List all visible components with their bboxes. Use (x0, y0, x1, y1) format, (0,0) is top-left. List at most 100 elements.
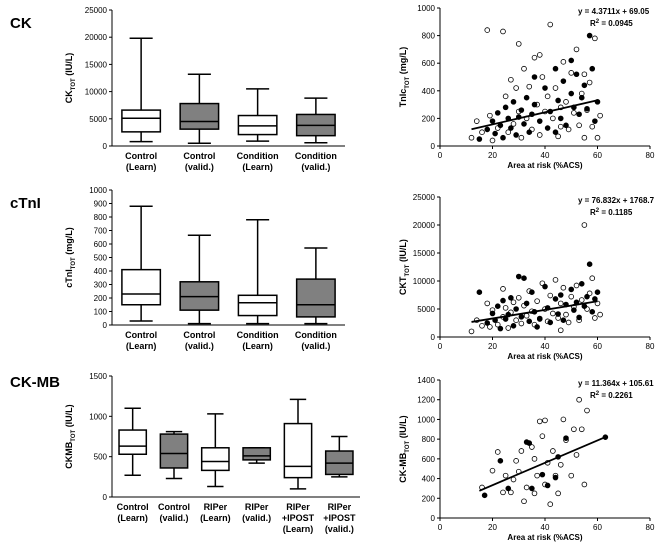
scatter-plot-1-point-filled (542, 85, 548, 91)
box-plot-4-iqr-rect (200, 447, 230, 472)
scatter-plot-5-point-open (578, 426, 585, 433)
box-plot-4-box (118, 407, 148, 476)
scatter-plot-1-point-filled (592, 118, 598, 124)
scatter-plot-1-point-open (550, 115, 556, 122)
scatter-plot-5-point-open (571, 426, 577, 433)
scatter-plot-1-point-open (513, 85, 519, 91)
box-plot-0-ylabel-unit: (IU/L) (64, 53, 74, 79)
scatter-plot-1-point-open (563, 99, 569, 105)
scatter-plot-3-point-filled (568, 286, 575, 293)
scatter-plot-5-point-filled (552, 474, 559, 481)
box-plot-0-ylabel-main: CK (64, 90, 74, 103)
scatter-plot-3-point-open (589, 275, 596, 282)
scatter-plot-1-point-filled (589, 65, 596, 72)
scatter-plot-1-r-value: = 0.0945 (599, 19, 633, 28)
scatter-plot-1-point-filled (573, 71, 580, 78)
box-plot-2-iqr-rect (237, 294, 278, 317)
box-plot-4-iqr-rect (159, 433, 189, 469)
scatter-plot-3-point-filled (529, 289, 535, 296)
scatter-plot-3-point-open (505, 325, 512, 331)
box-plot-2-ytick-label: 900 (94, 200, 108, 209)
box-plot-0-iqr-rect (179, 102, 220, 130)
scatter-plot-5-equation: y = 11.364x + 105.61 (578, 379, 654, 388)
scatter-plot-3-point-filled (576, 314, 582, 321)
scatter-plot-1: 0 200 400 600 800 1000 0 20 40 60 80 Area at risk (… (398, 4, 655, 170)
box-plot-4-ylabel: CKMBTOT (IU/L) (64, 404, 77, 468)
scatter-plot-1-point-filled (581, 82, 588, 89)
scatter-plot-1-point-open (547, 21, 554, 28)
scatter-plot-3-point-filled (489, 310, 496, 317)
scatter-plot-1-point-filled (521, 121, 527, 127)
box-plot-0-category-label: Control (125, 151, 157, 161)
scatter-plot-3-r-squared: R2 = 0.1185 (590, 208, 633, 217)
scatter-plot-3-point-filled (497, 325, 504, 332)
scatter-plot-5-point-open (531, 490, 538, 497)
scatter-plot-1-point-open (544, 93, 551, 100)
scatter-plot-1-ylabel-main: TnIc (398, 89, 408, 108)
box-plot-0-ylabel: CKTOT (IU/L) (64, 53, 77, 103)
scatter-plot-1-point-filled (586, 32, 593, 39)
scatter-plot-1-point-filled (557, 115, 564, 122)
scatter-plot-5-r-label: R (590, 391, 596, 400)
scatter-plot-1-point-open (565, 126, 572, 133)
scatter-plot-3-point-open (578, 297, 585, 303)
scatter-plot-5-point-filled (526, 440, 533, 446)
scatter-plot-5-point-filled (544, 482, 551, 489)
scatter-plot-3-point-filled (555, 311, 561, 317)
scatter-plot-1-point-open (479, 129, 485, 136)
scatter-plot-5-point-open (547, 501, 554, 508)
scatter-plot-3-point-open (592, 315, 598, 321)
box-plot-4-ytick-label: 1000 (89, 412, 107, 421)
scatter-plot-3-ylabel-main: CKT (398, 276, 408, 295)
scatter-plot-3-ylabel: CKTTOT (IU/L) (398, 239, 411, 295)
row-label-ckmb: CK-MB (10, 374, 60, 391)
scatter-plot-3-point-open (500, 286, 506, 292)
scatter-plot-1-point-open (555, 133, 561, 140)
scatter-plot-3-point-open (502, 305, 509, 311)
scatter-plot-5-point-open (513, 458, 519, 464)
scatter-plot-5-point-filled (563, 435, 569, 441)
scatter-plot-5-point-open (529, 444, 535, 450)
scatter-plot-1-point-open (484, 27, 491, 33)
scatter-plot-1-point-filled (526, 129, 533, 136)
scatter-plot-1-point-filled (531, 74, 538, 80)
box-plot-2-box (179, 234, 220, 325)
scatter-plot-5-r-squared: R2 = 0.2261 (590, 391, 633, 400)
box-plot-4-category-label: RIPer (204, 502, 228, 512)
scatter-plot-5-point-open (560, 416, 567, 423)
scatter-plot-5-xtick-label: 60 (593, 523, 602, 532)
box-plot-2-box (121, 205, 162, 322)
scatter-plot-5-point-filled (497, 458, 504, 464)
scatter-plot-3-point-filled (552, 296, 559, 302)
box-plot-0-ytick-label: 15000 (85, 60, 108, 69)
scatter-plot-1-point-filled (508, 125, 514, 131)
scatter-plot-1-point-filled (518, 107, 525, 113)
scatter-plot-5-ylabel-sub: TOT (405, 440, 411, 452)
scatter-plot-3-point-open (518, 320, 525, 327)
box-plot-4-category-label: +IPOST (323, 513, 356, 523)
scatter-plot-5-ytick-label: 1200 (417, 396, 435, 405)
box-plot-0: 0 5000 10000 15000 20000 25000 CKTOT (IU/L) Con… (64, 6, 345, 172)
scatter-plot-3-point-open (565, 319, 572, 326)
box-plot-4-box (242, 447, 272, 464)
scatter-plot-1-point-open (518, 134, 525, 141)
scatter-plot-3-ytick-label: 10000 (413, 277, 436, 286)
scatter-plot-1-point-filled (523, 94, 530, 101)
scatter-plot-1-point-open (489, 137, 496, 144)
box-plot-2-category-label: Control (183, 330, 215, 340)
scatter-plot-1-point-filled (531, 101, 538, 108)
scatter-plot-5-point-open (518, 448, 525, 454)
scatter-plot-1-point-open (581, 71, 588, 78)
scatter-plot-5: 0 200 400 600 800 1000 1200 1400 0 20 40 60 80 Area a… (398, 376, 655, 542)
box-plot-2-ytick-label: 400 (94, 267, 108, 276)
scatter-plot-1-point-open (581, 134, 588, 141)
box-plot-4-iqr-rect (242, 447, 272, 461)
scatter-plot-5-r-value: = 0.2261 (599, 391, 633, 400)
box-plot-2-iqr-rect (121, 268, 162, 306)
box-plot-2-category-label: (valid.) (301, 341, 330, 351)
scatter-plot-3-ytick-label: 20000 (413, 221, 436, 230)
scatter-plot-3-point-open (484, 300, 491, 307)
scatter-plot-3-point-open (563, 311, 569, 318)
